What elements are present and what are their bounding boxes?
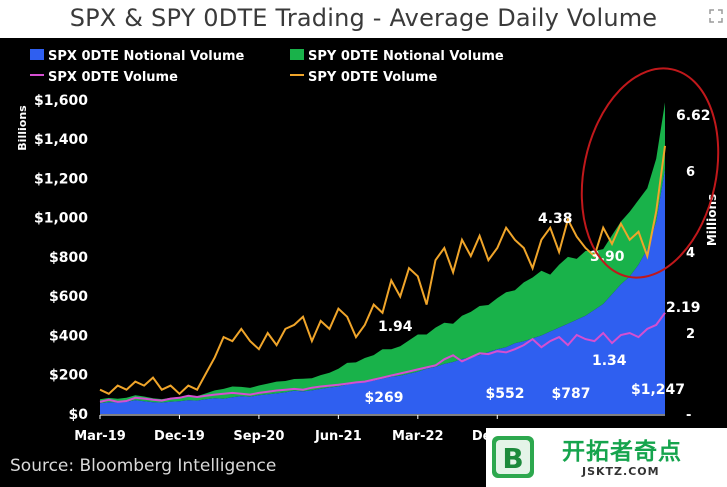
legend-label: SPY 0DTE Notional Volume bbox=[308, 49, 504, 64]
x-tick-label: Dec-19 bbox=[154, 429, 205, 444]
spx-volume-line bbox=[99, 312, 666, 403]
data-label: $269 bbox=[365, 390, 404, 406]
data-label: $787 bbox=[552, 386, 591, 402]
data-label: 2.19 bbox=[666, 300, 701, 316]
watermark-name: 开拓者奇点 bbox=[562, 439, 682, 465]
watermark-url: JSKTZ.COM bbox=[582, 465, 660, 478]
legend-label: SPY 0DTE Volume bbox=[308, 70, 437, 85]
y-left-tick-label: $800 bbox=[49, 250, 88, 266]
source-note: Source: Bloomberg Intelligence bbox=[10, 456, 277, 476]
data-label: 4.38 bbox=[538, 211, 573, 227]
y-left-tick-label: $1,000 bbox=[34, 211, 88, 227]
y-left-tick-label: $1,600 bbox=[34, 93, 88, 109]
chart-title: SPX & SPY 0DTE Trading - Average Daily V… bbox=[69, 4, 658, 32]
y-left-axis-label: Billions bbox=[16, 105, 29, 151]
spy-volume-line bbox=[99, 145, 666, 396]
data-label: $1,247 bbox=[631, 382, 685, 398]
x-tick-label: Jun-21 bbox=[314, 429, 362, 444]
y-left-tick-label: $600 bbox=[49, 289, 88, 305]
data-label: $552 bbox=[486, 386, 525, 402]
y-right-tick-label: 2 bbox=[686, 327, 695, 342]
y-left-tick-label: $1,200 bbox=[34, 171, 88, 187]
data-label: 6.62 bbox=[676, 108, 711, 124]
legend-swatch bbox=[30, 49, 44, 60]
highlight-ellipse bbox=[580, 67, 720, 279]
spx-notional-area bbox=[100, 169, 665, 414]
y-right-tick-label: 4 bbox=[686, 246, 695, 261]
data-label: 3.90 bbox=[590, 249, 625, 265]
spy-notional-area bbox=[100, 102, 665, 404]
brand-mark-icon: B bbox=[492, 436, 534, 478]
expand-icon[interactable] bbox=[708, 8, 724, 24]
x-tick-label: Sep-20 bbox=[233, 429, 284, 444]
data-label: 1.94 bbox=[378, 319, 413, 335]
y-left-tick-label: $0 bbox=[69, 407, 89, 423]
x-tick-label: Mar-22 bbox=[392, 429, 444, 444]
y-left-tick-label: $200 bbox=[49, 368, 88, 384]
legend-label: SPX 0DTE Notional Volume bbox=[48, 49, 245, 64]
legend-swatch bbox=[290, 49, 304, 60]
y-right-tick-label: - bbox=[686, 408, 691, 423]
data-label: 1.34 bbox=[592, 353, 627, 369]
y-left-tick-label: $1,400 bbox=[34, 132, 88, 148]
y-right-axis-label: Millions bbox=[705, 194, 719, 246]
svg-text:B: B bbox=[502, 442, 523, 475]
watermark-logo: B 开拓者奇点 JSKTZ.COM bbox=[486, 428, 727, 487]
legend-label: SPX 0DTE Volume bbox=[48, 70, 178, 85]
x-tick-label: Mar-19 bbox=[74, 429, 126, 444]
y-left-tick-label: $400 bbox=[49, 328, 88, 344]
y-right-tick-label: 6 bbox=[686, 165, 695, 180]
